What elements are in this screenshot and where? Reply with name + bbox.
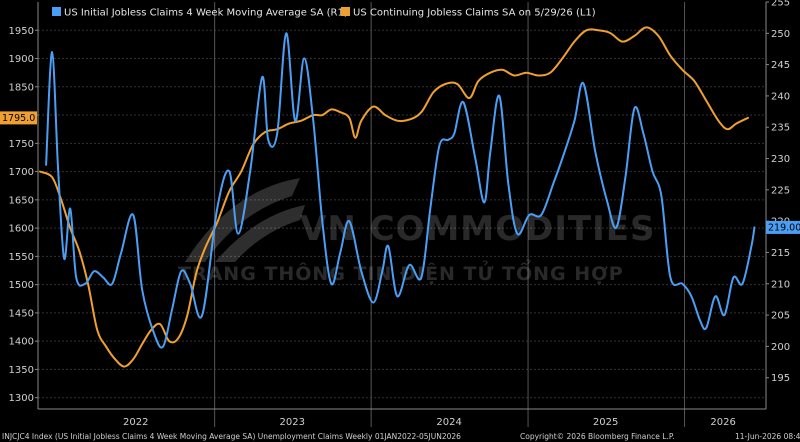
legend-label-continuing-claims: US Continuing Jobless Claims SA on 5/29/…: [353, 8, 596, 19]
legend: US Initial Jobless Claims 4 Week Moving …: [52, 7, 596, 19]
left-tick-label-1550: 1550: [9, 252, 34, 263]
right-tick-label-215: 215: [771, 248, 790, 259]
legend-swatch-continuing-claims: [341, 7, 350, 16]
right-tick-label-235: 235: [771, 123, 790, 134]
x-tick-label-2026: 2026: [710, 417, 735, 428]
series-layer: [39, 26, 756, 368]
x-tick-label-2023: 2023: [280, 417, 305, 428]
continuing-claims-last-value-tag: 1795.0: [0, 111, 37, 125]
right-tick-label-195: 195: [771, 373, 790, 384]
left-tick-label-1700: 1700: [9, 167, 34, 178]
watermark-logo-icon: [185, 178, 305, 262]
left-tick-label-1900: 1900: [9, 54, 34, 65]
watermark-title: VN COMMODITIES: [300, 209, 655, 249]
right-axis: 195200205210215220225230235240245250255: [765, 0, 790, 409]
left-tick-label-1350: 1350: [9, 365, 34, 376]
right-tick-label-230: 230: [771, 154, 790, 165]
right-tick-label-205: 205: [771, 311, 790, 322]
watermark: VN COMMODITIES TRANG THÔNG TIN ĐIỆN TỬ T…: [178, 178, 655, 285]
initial-claims-last-value-tag: 219.00: [766, 220, 800, 234]
right-tick-label-225: 225: [771, 185, 790, 196]
right-tick-label-245: 245: [771, 60, 790, 71]
left-tick-label-1750: 1750: [9, 139, 34, 150]
right-tick-label-255: 255: [771, 0, 790, 9]
legend-swatch-initial-claims: [52, 7, 61, 16]
last-value-tags: 1795.0 219.00: [0, 111, 800, 234]
left-axis: 1300 1350 1400 1450 1500 1550 1600 1650 1700 1750…: [9, 2, 39, 409]
left-tick-label-1400: 1400: [9, 337, 34, 348]
legend-label-initial-claims: US Initial Jobless Claims 4 Week Moving …: [64, 8, 348, 19]
left-tick-label-1850: 1850: [9, 82, 34, 93]
footer-timestamp: 11-Jun-2026 08:41:0: [735, 432, 800, 441]
left-tick-label-1450: 1450: [9, 308, 34, 319]
left-tick-label-1650: 1650: [9, 195, 34, 206]
footer-copyright: Copyright© 2026 Bloomberg Finance L.P.: [520, 432, 675, 441]
right-tick-label-210: 210: [771, 279, 790, 290]
x-axis: 2022 2023 2024 2025 2026: [38, 408, 766, 428]
right-tick-label-250: 250: [771, 29, 790, 40]
x-tick-label-2022: 2022: [123, 417, 148, 428]
right-tick-label-240: 240: [771, 91, 790, 102]
right-tick-label-200: 200: [771, 342, 790, 353]
footer-source: INJCJC4 Index (US Initial Jobless Claims…: [2, 432, 461, 441]
initial-claims-last-value: 219.00: [768, 223, 800, 234]
x-tick-label-2025: 2025: [593, 417, 618, 428]
continuing-claims-line: [39, 26, 749, 368]
continuing-claims-last-value: 1795.0: [2, 113, 35, 124]
left-tick-label-1600: 1600: [9, 224, 34, 235]
left-tick-label-1300: 1300: [9, 393, 34, 404]
initial-claims-line: [45, 32, 756, 349]
left-tick-label-1500: 1500: [9, 280, 34, 291]
left-tick-label-1950: 1950: [9, 26, 34, 37]
watermark-subtitle: TRANG THÔNG TIN ĐIỆN TỬ TỔNG HỢP: [178, 258, 624, 285]
x-tick-label-2024: 2024: [436, 417, 461, 428]
